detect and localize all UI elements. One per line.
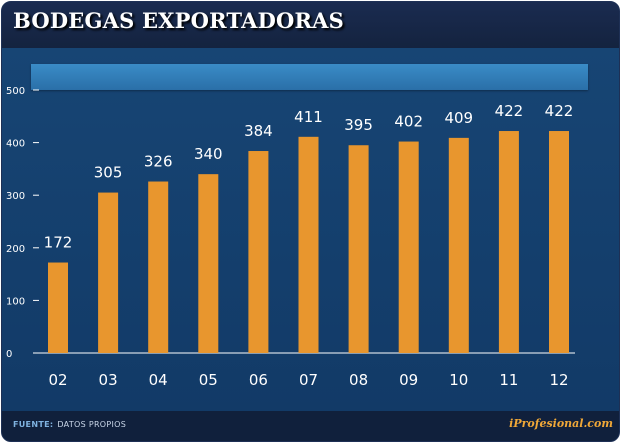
y-tick-label: 500 [6,86,25,97]
bar [198,174,219,353]
x-tick-label: 09 [399,371,418,389]
header-banner [31,64,588,90]
brand-logo: iProfesional.com [509,417,613,430]
bar [398,141,419,353]
data-label: 172 [44,234,73,252]
data-label: 326 [144,153,173,171]
x-tick-label: 07 [299,371,318,389]
x-tick-label: 03 [99,371,118,389]
data-label: 340 [194,145,223,163]
axes: 0 100 200 300 400 500 02 03 04 05 06 07 08 09 10 11 12 [6,86,575,389]
y-tick-label: 100 [6,296,25,307]
data-label: 422 [495,102,524,120]
header-bar [2,2,619,48]
bar [549,131,569,353]
bar [348,145,369,353]
bar [148,181,169,353]
data-label: 409 [444,109,473,127]
data-label: 384 [244,122,273,140]
x-tick-label: 12 [549,371,568,389]
x-tick-label: 02 [48,371,67,389]
data-label: 422 [545,102,574,120]
chart-title: BODEGAS EXPORTADORAS [13,8,345,33]
bar [298,136,319,353]
bar [248,151,269,353]
y-tick-label: 400 [6,139,25,150]
source-label: FUENTE: [13,420,54,429]
bar [98,192,119,353]
value-labels: 172 305 326 340 384 411 395 402 409 422 422 [44,102,574,252]
x-tick-label: 06 [249,371,268,389]
data-label: 395 [344,116,373,134]
bars [48,131,569,353]
footer-bar [2,411,619,441]
bar [498,131,519,353]
data-label: 305 [94,164,123,182]
bar [48,262,68,353]
x-tick-label: 11 [499,371,518,389]
bar [448,137,469,353]
y-tick-label: 0 [6,349,12,360]
x-tick-label: 10 [449,371,468,389]
data-label: 411 [294,108,323,126]
data-label: 402 [394,113,423,131]
x-tick-label: 08 [349,371,368,389]
x-tick-label: 05 [199,371,218,389]
x-tick-label: 04 [149,371,168,389]
source-note: FUENTE: DATOS PROPIOS [13,420,126,429]
y-tick-label: 200 [6,244,25,255]
source-text: DATOS PROPIOS [57,420,127,429]
y-tick-label: 300 [6,191,25,202]
